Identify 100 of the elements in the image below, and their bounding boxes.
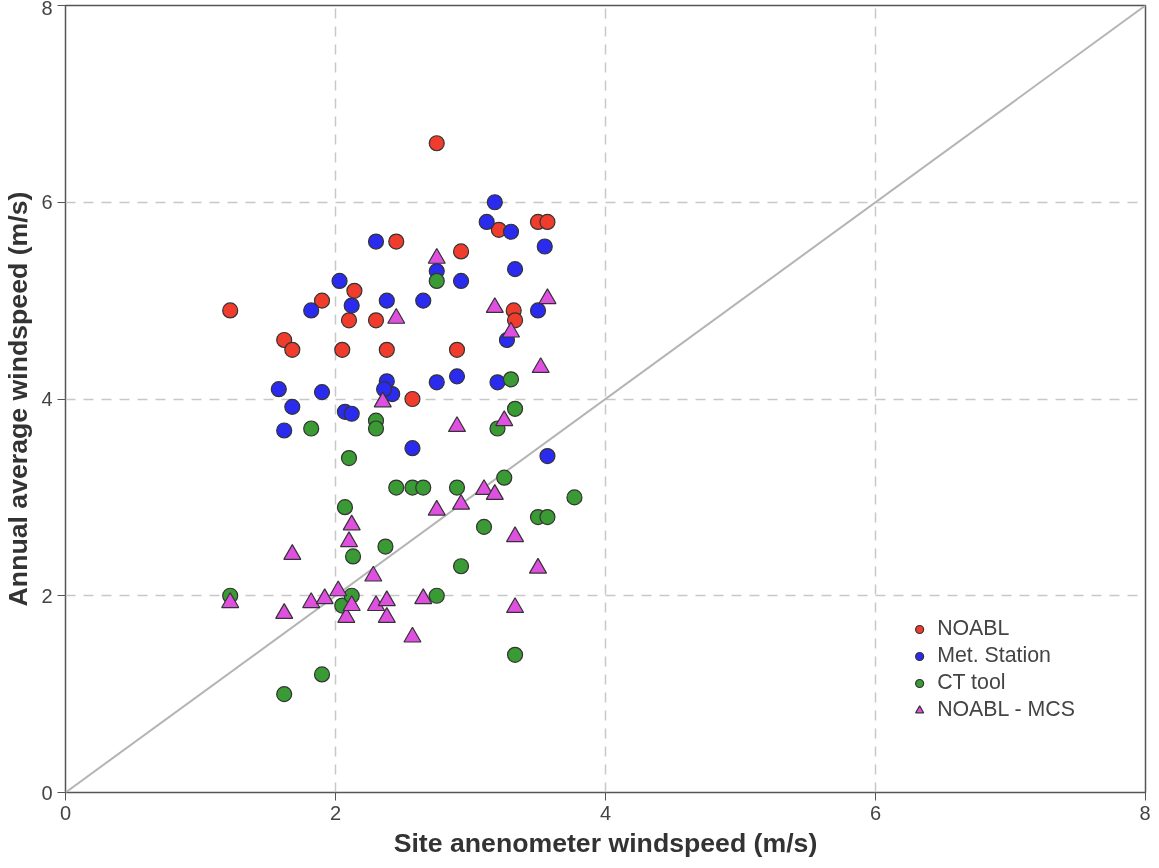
- point: [502, 223, 520, 240]
- point: [502, 371, 520, 388]
- y-tick-label: 8: [41, 0, 53, 19]
- x-tick-label: 4: [599, 801, 612, 824]
- point: [528, 557, 548, 574]
- point: [315, 588, 334, 605]
- point: [486, 194, 503, 211]
- point: [539, 508, 556, 526]
- point: [302, 592, 321, 609]
- point: [539, 213, 556, 231]
- point: [367, 420, 385, 437]
- point: [428, 374, 445, 391]
- point: [342, 514, 361, 531]
- point: [284, 398, 301, 415]
- y-tick-label: 4: [41, 388, 53, 410]
- point: [377, 606, 396, 623]
- point: [222, 302, 239, 319]
- x-tick-label: 2: [329, 801, 342, 824]
- point: [366, 595, 386, 612]
- y-tick-label: 0: [41, 781, 53, 804]
- point: [377, 590, 396, 607]
- point: [414, 588, 433, 605]
- x-tick-label: 6: [869, 801, 882, 824]
- legend-label: NOABL: [937, 616, 1010, 641]
- point: [566, 489, 583, 506]
- point: [452, 243, 470, 260]
- point: [452, 272, 470, 290]
- point: [342, 595, 361, 612]
- point: [283, 544, 302, 560]
- point: [506, 261, 524, 278]
- point: [451, 493, 471, 510]
- legend-label: Met. Station: [937, 643, 1051, 668]
- point: [427, 499, 446, 516]
- point: [489, 374, 506, 391]
- point: [336, 499, 354, 516]
- point: [334, 341, 351, 358]
- point: [428, 587, 445, 604]
- point: [343, 405, 360, 422]
- point: [275, 603, 294, 619]
- point: [506, 400, 524, 417]
- point: [505, 526, 525, 543]
- point: [378, 292, 395, 309]
- point: [343, 297, 360, 314]
- point: [403, 626, 422, 643]
- point: [475, 518, 493, 535]
- point: [329, 580, 348, 597]
- y-axis-title: Annual average windspeed (m/s): [3, 191, 34, 607]
- x-tick-label: 0: [59, 801, 72, 824]
- point: [340, 449, 358, 467]
- point: [303, 302, 320, 319]
- point: [388, 479, 405, 496]
- point: [495, 410, 514, 427]
- y-tick-label: 2: [41, 584, 53, 607]
- point: [539, 447, 556, 465]
- point: [505, 597, 525, 614]
- legend-label: NOABL - MCS: [937, 697, 1075, 722]
- x-axis-title: Site anenometer windspeed (m/s): [393, 827, 818, 858]
- point: [339, 531, 359, 548]
- point: [346, 282, 363, 299]
- point: [331, 272, 348, 290]
- point: [485, 484, 504, 500]
- point: [529, 302, 547, 319]
- point: [303, 420, 320, 437]
- point: [404, 440, 421, 457]
- point: [340, 312, 358, 329]
- point: [367, 312, 385, 329]
- point: [531, 357, 550, 374]
- y-tick-label: 6: [41, 191, 53, 214]
- point: [448, 479, 466, 496]
- point: [496, 469, 513, 486]
- legend-label: CT tool: [937, 670, 1006, 695]
- point: [415, 292, 432, 309]
- point: [364, 565, 383, 582]
- point: [373, 391, 392, 408]
- point: [474, 479, 494, 496]
- point: [313, 384, 331, 401]
- point: [506, 312, 524, 329]
- point: [506, 646, 524, 663]
- point: [428, 135, 445, 152]
- point: [270, 381, 287, 398]
- point: [313, 666, 331, 683]
- point: [284, 341, 301, 358]
- point: [313, 292, 331, 309]
- point: [404, 390, 421, 408]
- point: [536, 238, 553, 255]
- point: [428, 272, 445, 290]
- point: [276, 422, 293, 439]
- point: [447, 416, 467, 433]
- point: [367, 233, 385, 250]
- point: [485, 297, 504, 314]
- point: [221, 592, 240, 609]
- point: [378, 341, 395, 358]
- point: [388, 233, 405, 250]
- x-tick-label: 8: [1139, 801, 1151, 824]
- point: [415, 479, 432, 496]
- point: [452, 558, 470, 575]
- point: [448, 341, 466, 358]
- point: [478, 213, 495, 231]
- point: [377, 538, 394, 555]
- point: [344, 548, 362, 565]
